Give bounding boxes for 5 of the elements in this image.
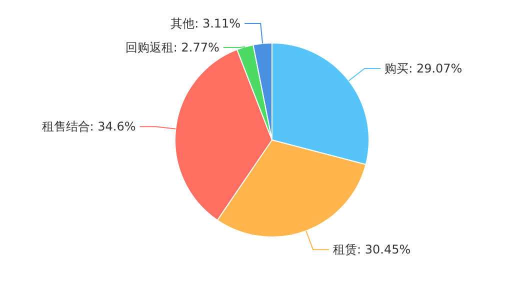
slice-label: 租赁: 30.45% (333, 242, 411, 257)
slice-label: 回购返租: 2.77% (125, 40, 220, 55)
slice-label: 购买: 29.07% (384, 61, 462, 76)
slice-label: 租售结合: 34.6% (42, 120, 136, 134)
slice-label: 其他: 3.11% (170, 16, 241, 31)
